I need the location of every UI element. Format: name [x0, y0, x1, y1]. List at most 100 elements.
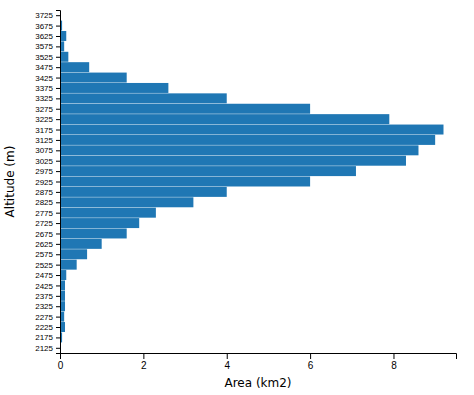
y-tick-mark [56, 202, 60, 203]
x-tick-mark [143, 353, 144, 359]
y-tick-label: 2825 [35, 198, 53, 207]
y-axis-line [56, 11, 61, 354]
y-tick-mark [56, 161, 60, 162]
bar [60, 197, 193, 207]
plot: 0 2 4 6 8 3725 367536253575 35253475 34253375332… [35, 11, 456, 372]
bar [60, 73, 127, 83]
x-tick-label: 8 [391, 360, 397, 371]
y-tick-label: 2225 [35, 323, 53, 332]
y-tick-mark [56, 182, 60, 183]
y-tick: 3325 [35, 94, 60, 103]
y-tick-mark [56, 109, 60, 110]
y-tick-mark [56, 223, 60, 224]
y-tick: 3225 [35, 115, 60, 124]
y-tick: 3475 [35, 63, 60, 72]
y-tick-mark [56, 26, 60, 27]
y-tick: 2275 [35, 313, 60, 322]
y-tick-mark [56, 78, 60, 79]
y-tick-mark [56, 306, 60, 307]
bar [60, 177, 310, 187]
bar [60, 156, 406, 166]
y-tick-label: 2375 [35, 292, 53, 301]
bars [60, 21, 443, 343]
y-tick-mark [56, 57, 60, 58]
y-tick: 2125 [35, 344, 60, 353]
x-tick: 8 [391, 353, 397, 371]
x-tick: 0 [58, 353, 64, 371]
y-tick-label: 3075 [35, 146, 53, 155]
y-tick-mark [56, 233, 60, 234]
y-tick: 3175 [35, 126, 60, 135]
x-tick-mark [227, 353, 228, 359]
y-tick-mark [56, 285, 60, 286]
x-axis-title: Area (km2) [224, 376, 291, 390]
bar [60, 52, 68, 62]
y-tick-label: 3125 [35, 136, 53, 145]
y-tick: 2475 [35, 271, 60, 280]
y-tick: 2975 [35, 167, 60, 176]
y-tick: 2575 [35, 250, 60, 259]
x-tick-mark [393, 353, 394, 359]
y-tick: 2375 [35, 292, 60, 301]
x-axis-line [61, 354, 457, 360]
y-tick: 3375 [35, 84, 60, 93]
x-tick: 6 [308, 353, 314, 371]
bar [60, 218, 139, 228]
y-tick-mark [56, 150, 60, 151]
y-tick: 3575 [35, 42, 60, 51]
y-tick-mark [56, 98, 60, 99]
y-tick-mark [56, 337, 60, 338]
y-tick-mark [56, 244, 60, 245]
bar [60, 187, 227, 197]
y-tick-mark [56, 296, 60, 297]
bar [60, 125, 443, 135]
x-tick: 2 [141, 353, 147, 371]
bar [60, 208, 156, 218]
y-tick: 2425 [35, 281, 60, 290]
y-tick-mark [56, 67, 60, 68]
y-tick-mark [56, 254, 60, 255]
y-tick-label: 2675 [35, 230, 53, 239]
y-tick-label: 2725 [35, 219, 53, 228]
y-tick-mark [56, 46, 60, 47]
y-tick-mark [56, 275, 60, 276]
bar [60, 228, 127, 238]
y-tick: 3725 [35, 11, 60, 20]
y-tick-label: 3225 [35, 115, 53, 124]
y-tick: 2175 [35, 333, 60, 342]
x-tick-label: 6 [308, 360, 314, 371]
y-tick-label: 3325 [35, 94, 53, 103]
y-tick: 2225 [35, 323, 60, 332]
x-tick-label: 4 [224, 360, 230, 371]
y-tick-label: 2975 [35, 167, 53, 176]
y-tick: 2675 [35, 230, 60, 239]
y-tick-mark [56, 192, 60, 193]
bar [60, 239, 102, 249]
bar [60, 62, 89, 72]
y-tick: 3425 [35, 74, 60, 83]
y-tick: 3275 [35, 105, 60, 114]
bar [60, 104, 310, 114]
x-tick-mark [310, 353, 311, 359]
y-tick-label: 3425 [35, 74, 53, 83]
y-tick-mark [56, 265, 60, 266]
y-tick-mark [56, 36, 60, 37]
y-tick: 3675 [35, 22, 60, 31]
y-tick-label: 2275 [35, 313, 53, 322]
y-tick-mark [56, 171, 60, 172]
y-tick: 2875 [35, 188, 60, 197]
bar [60, 249, 87, 259]
y-tick-mark [56, 88, 60, 89]
y-axis-title: Altitude (m) [3, 146, 17, 218]
x-tick: 4 [224, 353, 230, 371]
chart: 0 2 4 6 8 3725 367536253575 35253475 34253375332… [0, 0, 474, 395]
y-tick: 3075 [35, 146, 60, 155]
y-tick-label: 3525 [35, 53, 53, 62]
y-tick-label: 2475 [35, 271, 53, 280]
bar [60, 145, 418, 155]
y-tick-mark [56, 327, 60, 328]
x-tick-label: 2 [141, 360, 147, 371]
y-tick-label: 3625 [35, 32, 53, 41]
y-tick-label: 2575 [35, 250, 53, 259]
y-tick: 3125 [35, 136, 60, 145]
